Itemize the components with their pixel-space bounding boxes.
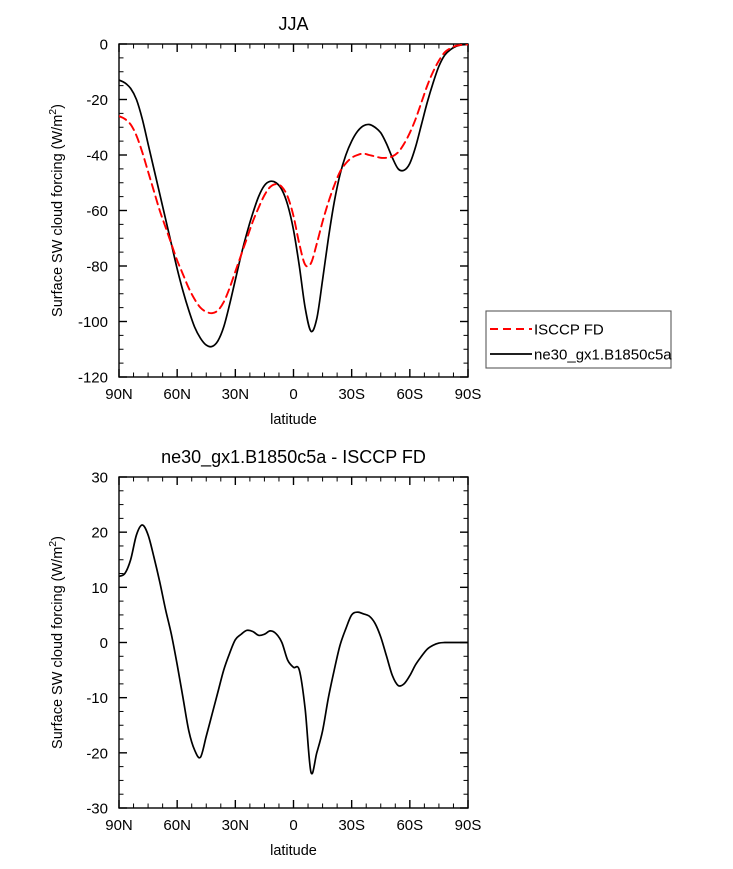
- xtick-label-top: 90S: [455, 386, 482, 403]
- ytick-label-bottom: 30: [91, 470, 108, 487]
- ytick-label-bottom: -30: [86, 801, 108, 818]
- ytick-label-top: -80: [86, 259, 108, 276]
- chart-legend: ISCCP FD ne30_gx1.B1850c5a: [485, 310, 672, 369]
- plot-panel-bottom: ne30_gx1.B1850c5a - ISCCP FD 90N 60N 30N 0 30…: [47, 447, 481, 859]
- xtick-label-bottom: 30N: [222, 817, 250, 834]
- xaxis-title-top: latitude: [270, 412, 317, 428]
- ytick-label-top: -20: [86, 92, 108, 109]
- series-path-ne30-gx1-b1850c5a: [119, 44, 468, 348]
- xtick-label-bottom: 30S: [338, 817, 365, 834]
- ytick-label-top: -40: [86, 148, 108, 165]
- legend-label-1: ISCCP FD: [534, 322, 604, 339]
- plot-title-bottom: ne30_gx1.B1850c5a - ISCCP FD: [161, 447, 426, 468]
- ytick-label-top: -60: [86, 203, 108, 220]
- xtick-label-bottom: 90N: [105, 817, 133, 834]
- xtick-label-bottom: 90S: [455, 817, 482, 834]
- ytick-label-bottom: -10: [86, 690, 108, 707]
- series-path-ne30-gx1-b1850c5a-isccp-fd: [119, 524, 468, 775]
- ytick-label-bottom: 10: [91, 580, 108, 597]
- series-group-top: [119, 44, 468, 348]
- xtick-label-top: 60N: [163, 386, 191, 403]
- ytick-label-top: -120: [78, 370, 108, 387]
- series-path-isccp-fd: [119, 44, 468, 315]
- plot-panel-top: JJA 90N 60N 30N 0 30S 60S 90S 0 -20 -40 -60 -80 -100 -…: [47, 14, 481, 428]
- legend-label-2: ne30_gx1.B1850c5a: [534, 347, 672, 364]
- xtick-label-top: 30S: [338, 386, 365, 403]
- xtick-label-top: 90N: [105, 386, 133, 403]
- series-group-bottom: [119, 524, 468, 775]
- ytick-label-bottom: 0: [100, 635, 108, 652]
- xtick-label-top: 30N: [222, 386, 250, 403]
- yaxis-title-bottom: Surface SW cloud forcing (W/m2): [47, 536, 66, 749]
- xtick-label-bottom: 60S: [396, 817, 423, 834]
- xtick-label-top: 60S: [396, 386, 423, 403]
- plot-title-top: JJA: [278, 14, 308, 34]
- xtick-label-top: 0: [289, 386, 297, 403]
- xaxis-title-bottom: latitude: [270, 843, 317, 859]
- ytick-label-top: -100: [78, 314, 108, 331]
- ytick-label-top: 0: [100, 37, 108, 54]
- ytick-label-bottom: 20: [91, 525, 108, 542]
- xtick-label-bottom: 60N: [163, 817, 191, 834]
- xtick-label-bottom: 0: [289, 817, 297, 834]
- yaxis-title-top: Surface SW cloud forcing (W/m2): [47, 104, 66, 317]
- legend-box: [485, 310, 672, 369]
- ytick-label-bottom: -20: [86, 745, 108, 762]
